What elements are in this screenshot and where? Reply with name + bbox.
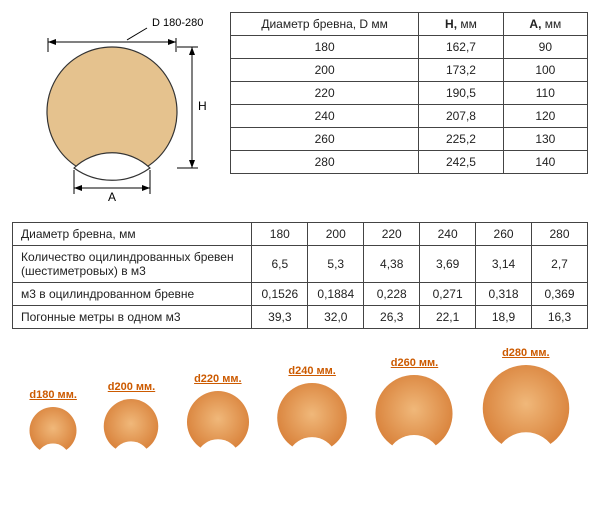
log-label: d280 мм. [502, 347, 549, 359]
dim-a-label: A [108, 190, 116, 202]
row-label: Погонные метры в одном м3 [13, 306, 252, 329]
th-col: 240 [420, 223, 476, 246]
log-icon [373, 375, 455, 457]
cell: 190,5 [419, 82, 503, 105]
cell: 0,1884 [308, 283, 364, 306]
cell: 32,0 [308, 306, 364, 329]
th-d: Диаметр бревна, D мм [231, 13, 419, 36]
cell: 0,271 [420, 283, 476, 306]
table-row: 220190,5110 [231, 82, 588, 105]
log-icon [102, 399, 160, 457]
cell: 207,8 [419, 105, 503, 128]
th-col: 220 [364, 223, 420, 246]
cell: 3,14 [476, 246, 532, 283]
cell: 2,7 [532, 246, 588, 283]
table-row: 200173,2100 [231, 59, 588, 82]
cell: 3,69 [420, 246, 476, 283]
cell: 120 [503, 105, 587, 128]
th-h: H, мм [419, 13, 503, 36]
cell: 26,3 [364, 306, 420, 329]
log-label: d240 мм. [288, 365, 335, 377]
cell: 200 [231, 59, 419, 82]
cell: 240 [231, 105, 419, 128]
log-item: d260 мм. [373, 357, 455, 457]
log-item: d200 мм. [102, 381, 160, 457]
cell: 0,318 [476, 283, 532, 306]
log-label: d220 мм. [194, 373, 241, 385]
cell: 225,2 [419, 128, 503, 151]
quantities-table: Диаметр бревна, мм 180200220240260280 Ко… [12, 222, 588, 329]
cell: 0,369 [532, 283, 588, 306]
log-icon [275, 383, 349, 457]
th-col: 180 [252, 223, 308, 246]
cell: 220 [231, 82, 419, 105]
cell: 90 [503, 36, 587, 59]
dim-h-label: H [198, 99, 207, 113]
cell: 162,7 [419, 36, 503, 59]
cell: 0,1526 [252, 283, 308, 306]
th-col: 280 [532, 223, 588, 246]
log-icon [185, 391, 251, 457]
cell: 6,5 [252, 246, 308, 283]
cell: 280 [231, 151, 419, 174]
dim-d-label: D 180-280 [152, 17, 203, 29]
log-item: d180 мм. [28, 389, 78, 457]
cell: 4,38 [364, 246, 420, 283]
log-label: d260 мм. [391, 357, 438, 369]
log-item: d280 мм. [480, 347, 572, 457]
table-row: Количество оцилиндрованных бревен (шести… [13, 246, 588, 283]
table-row: 280242,5140 [231, 151, 588, 174]
log-sizes-row: d180 мм. d200 мм. d220 мм. d240 мм. d260 мм.… [12, 347, 588, 463]
log-label: d180 мм. [29, 389, 76, 401]
cell: 180 [231, 36, 419, 59]
row-label: м3 в оцилиндрованном бревне [13, 283, 252, 306]
cell: 130 [503, 128, 587, 151]
cell: 100 [503, 59, 587, 82]
dimensions-table: Диаметр бревна, D мм H, мм A, мм 180162,… [230, 12, 588, 174]
th-col: 260 [476, 223, 532, 246]
cell: 110 [503, 82, 587, 105]
cell: 0,228 [364, 283, 420, 306]
log-item: d240 мм. [275, 365, 349, 457]
log-item: d220 мм. [185, 373, 251, 457]
cell: 5,3 [308, 246, 364, 283]
log-icon [480, 365, 572, 457]
cell: 242,5 [419, 151, 503, 174]
log-cross-section-diagram: D 180-280 H A [12, 12, 212, 202]
table-row: Погонные метры в одном м339,332,026,322,… [13, 306, 588, 329]
row-label: Количество оцилиндрованных бревен (шести… [13, 246, 252, 283]
th-diam: Диаметр бревна, мм [13, 223, 252, 246]
log-icon [28, 407, 78, 457]
cell: 18,9 [476, 306, 532, 329]
th-a: A, мм [503, 13, 587, 36]
table-row: 180162,790 [231, 36, 588, 59]
cell: 16,3 [532, 306, 588, 329]
cell: 39,3 [252, 306, 308, 329]
cell: 173,2 [419, 59, 503, 82]
th-col: 200 [308, 223, 364, 246]
cell: 22,1 [420, 306, 476, 329]
cell: 260 [231, 128, 419, 151]
table-row: 240207,8120 [231, 105, 588, 128]
table-row: м3 в оцилиндрованном бревне0,15260,18840… [13, 283, 588, 306]
table-row: 260225,2130 [231, 128, 588, 151]
cell: 140 [503, 151, 587, 174]
log-label: d200 мм. [108, 381, 155, 393]
